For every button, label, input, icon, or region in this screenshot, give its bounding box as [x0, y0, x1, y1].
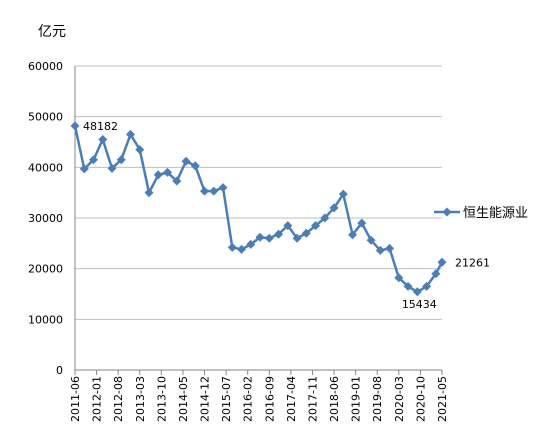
- point: [385, 243, 395, 253]
- series-line: [73, 125, 444, 294]
- data-label: 15434: [402, 298, 437, 311]
- y-tick-label: 30000: [28, 212, 63, 225]
- point: [200, 186, 210, 196]
- point: [172, 176, 182, 186]
- point: [274, 229, 284, 239]
- point: [311, 221, 321, 231]
- point: [264, 233, 274, 243]
- point: [218, 183, 228, 193]
- point: [403, 281, 413, 291]
- point: [237, 244, 247, 254]
- point: [431, 269, 441, 279]
- x-tick-label: 2012-08: [112, 376, 125, 422]
- point: [79, 164, 89, 174]
- point: [437, 257, 447, 267]
- x-tick-label: 2021-05: [436, 376, 449, 422]
- x-tick-label: 2020-10: [414, 376, 427, 422]
- point: [338, 189, 348, 199]
- point: [320, 213, 330, 223]
- point: [283, 221, 293, 231]
- x-tick-label: 2013-10: [155, 376, 168, 422]
- data-label: 21261: [455, 256, 490, 269]
- y-tick-label: 50000: [28, 111, 63, 124]
- point: [144, 188, 154, 198]
- y-tick-label: 20000: [28, 263, 63, 276]
- point: [153, 170, 163, 180]
- x-tick-label: 2011-06: [69, 376, 82, 422]
- point: [98, 134, 108, 144]
- point: [394, 273, 404, 283]
- x-tick-label: 2019-08: [371, 376, 384, 422]
- point: [255, 232, 265, 242]
- x-tick-label: 2017-04: [285, 376, 298, 422]
- legend-marker: [442, 207, 452, 217]
- point: [422, 281, 432, 291]
- x-tick-label: 2015-07: [220, 376, 233, 422]
- x-tick-label: 2014-12: [199, 376, 212, 422]
- y-tick-label: 10000: [28, 313, 63, 326]
- point: [292, 233, 302, 243]
- x-tick-label: 2018-06: [328, 376, 341, 422]
- y-axis-label: 亿元: [38, 24, 66, 40]
- point: [329, 203, 339, 213]
- y-tick-label: 60000: [28, 60, 63, 73]
- point: [116, 155, 126, 165]
- point: [163, 167, 173, 177]
- point: [89, 155, 99, 165]
- y-tick-label: 0: [56, 364, 63, 377]
- x-tick-label: 2017-11: [306, 376, 319, 422]
- point: [348, 230, 358, 240]
- point: [246, 239, 256, 249]
- point: [70, 121, 80, 131]
- x-tick-label: 2012-01: [91, 376, 104, 422]
- point: [190, 161, 200, 171]
- point: [412, 287, 422, 297]
- point: [209, 186, 219, 196]
- y-tick-label: 40000: [28, 161, 63, 174]
- point: [135, 145, 145, 155]
- data-label: 48182: [83, 120, 118, 133]
- point: [366, 235, 376, 245]
- x-tick-label: 2016-02: [242, 376, 255, 422]
- point: [126, 129, 136, 139]
- x-tick-label: 2013-03: [134, 376, 147, 422]
- point: [357, 218, 367, 228]
- point: [375, 245, 385, 255]
- point: [227, 242, 237, 252]
- legend-label: 恒生能源业: [463, 206, 528, 221]
- x-tick-label: 2014-05: [177, 376, 190, 422]
- x-tick-label: 2020-03: [393, 376, 406, 422]
- point: [107, 163, 117, 173]
- point: [181, 156, 191, 166]
- x-tick-label: 2019-01: [350, 376, 363, 422]
- point: [301, 228, 311, 238]
- x-tick-label: 2016-09: [263, 376, 276, 422]
